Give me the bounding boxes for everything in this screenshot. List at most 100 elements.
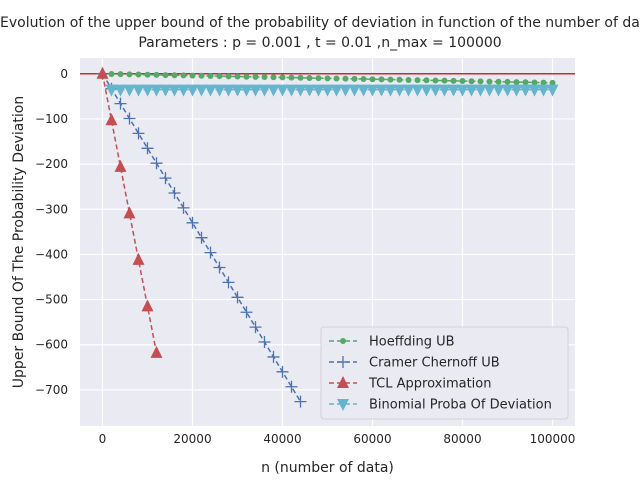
data-point	[135, 71, 142, 78]
data-point	[231, 84, 244, 97]
data-point	[267, 350, 280, 363]
data-point	[114, 84, 127, 97]
y-tick-label: −500	[35, 293, 68, 307]
y-tick-label: −100	[35, 112, 68, 126]
data-point	[276, 365, 289, 378]
data-point	[213, 84, 226, 97]
data-point	[321, 84, 334, 97]
series-3	[96, 66, 163, 358]
data-point	[105, 113, 118, 126]
data-point	[351, 75, 358, 82]
data-point	[177, 201, 190, 214]
data-point	[504, 78, 511, 85]
data-point	[243, 73, 250, 80]
legend-swatch-marker	[337, 376, 349, 388]
data-point	[303, 84, 316, 97]
legend-entry: TCL Approximation	[368, 377, 491, 392]
data-point	[360, 76, 367, 83]
data-point	[279, 74, 286, 81]
chart-subtitle: Parameters : p = 0.001 , t = 0.01 ,n_max…	[138, 35, 502, 51]
data-point	[132, 252, 145, 265]
data-point	[441, 77, 448, 84]
data-point	[222, 276, 235, 289]
data-point	[216, 73, 223, 80]
data-point	[96, 66, 109, 79]
data-point	[159, 84, 172, 97]
y-tick-label: −400	[35, 247, 68, 261]
data-point	[378, 76, 385, 83]
data-point	[144, 71, 151, 78]
data-point	[510, 84, 523, 97]
data-point	[141, 142, 154, 155]
data-point	[297, 74, 304, 81]
data-point	[324, 75, 331, 82]
data-point	[234, 73, 241, 80]
tick-labels: 0 20000 40000 60000 80000 100000 0 −100 −200 −300…	[35, 67, 575, 446]
data-point	[537, 84, 550, 97]
data-point	[225, 73, 232, 80]
data-point	[540, 79, 547, 86]
data-point	[195, 84, 208, 97]
data-point	[384, 84, 397, 97]
data-point	[285, 380, 298, 393]
x-tick-label: 60000	[353, 432, 391, 446]
data-point	[483, 84, 496, 97]
x-tick-label: 0	[99, 432, 107, 446]
data-point	[162, 72, 169, 79]
data-point	[171, 72, 178, 79]
data-point	[258, 84, 271, 97]
data-point	[294, 84, 307, 97]
data-point	[207, 72, 214, 79]
data-point	[447, 84, 460, 97]
data-point	[213, 261, 226, 274]
data-point	[348, 84, 361, 97]
x-tick-label: 20000	[173, 432, 211, 446]
data-point	[186, 216, 199, 229]
data-point	[252, 73, 259, 80]
series-2	[96, 67, 307, 408]
data-point	[420, 84, 433, 97]
data-point	[294, 395, 307, 408]
legend-entry: Hoeffding UB	[369, 335, 455, 350]
data-point	[204, 84, 217, 97]
data-point	[486, 78, 493, 85]
data-point	[396, 76, 403, 83]
data-point	[186, 84, 199, 97]
data-point	[411, 84, 424, 97]
y-tick-label: −200	[35, 157, 68, 171]
data-point	[249, 321, 262, 334]
data-point	[123, 112, 136, 125]
data-point	[222, 84, 235, 97]
x-axis-label: n (number of data)	[261, 460, 394, 476]
data-point	[375, 84, 388, 97]
data-point	[261, 74, 268, 81]
data-point	[402, 84, 415, 97]
data-point	[357, 84, 370, 97]
data-point	[342, 75, 349, 82]
data-point	[528, 84, 541, 97]
x-tick-label: 80000	[443, 432, 481, 446]
data-point	[285, 84, 298, 97]
data-point	[465, 84, 478, 97]
data-point	[198, 72, 205, 79]
y-tick-label: −600	[35, 338, 68, 352]
x-tick-label: 40000	[263, 432, 301, 446]
legend-swatch-marker	[337, 356, 349, 368]
data-point	[267, 84, 280, 97]
data-point	[288, 74, 295, 81]
data-point	[330, 84, 343, 97]
data-point	[258, 336, 271, 349]
data-point	[231, 291, 244, 304]
series-group	[96, 66, 559, 408]
data-point	[204, 246, 217, 259]
data-point	[495, 78, 502, 85]
legend-entry: Binomial Proba Of Deviation	[369, 398, 552, 413]
data-point	[306, 74, 313, 81]
data-point	[519, 84, 532, 97]
data-point	[114, 159, 127, 172]
data-point	[513, 79, 520, 86]
data-point	[438, 84, 451, 97]
chart-title: Evolution of the upper bound of the prob…	[0, 15, 640, 31]
series-4	[105, 84, 559, 97]
